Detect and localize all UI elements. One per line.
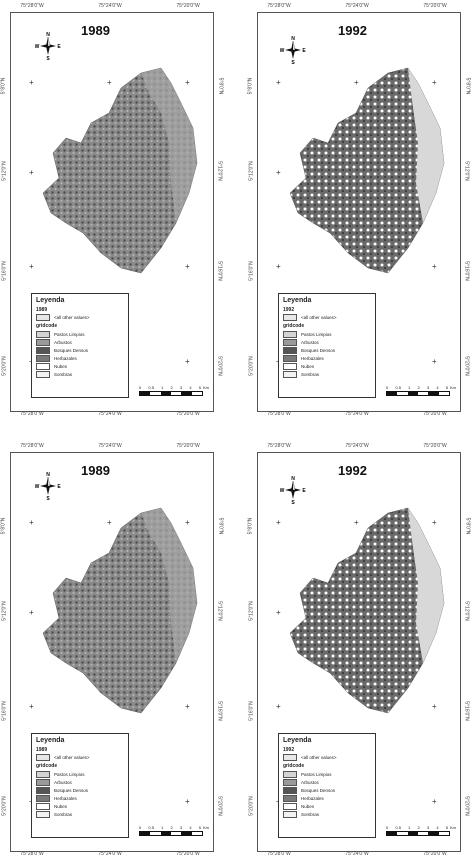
grid-cross-icon: + [107, 78, 112, 87]
bottom-coord-labels: 75°28'0"W 75°24'0"W 75°20'0"W [10, 411, 214, 421]
coord-label: 75°28'0"W [20, 411, 44, 417]
legend: Leyenda 1989 <all other values> gridcode… [31, 733, 129, 838]
grid-cross-icon: + [29, 78, 34, 87]
north-arrow-icon: N W E S [35, 32, 61, 61]
svg-text:N: N [291, 36, 295, 42]
coord-label: 75°24'0"W [98, 411, 122, 417]
north-arrow-icon: N W E S [280, 476, 306, 505]
svg-text:W: W [35, 484, 40, 490]
scale-bar: 0 0.5 1 2 3 4 5 Km [139, 385, 209, 397]
lat-label: 5°16'0"N [216, 261, 223, 281]
compass-w: W [35, 44, 40, 50]
svg-text:W: W [280, 48, 285, 54]
grid-cross-icon: + [185, 262, 190, 271]
lat-label: 5°16'0"N [1, 261, 8, 281]
legend-item: Arbustos [54, 339, 72, 345]
map-year-title: 1992 [338, 23, 367, 38]
map-panel-1989-bottom: 75°28'0"W 75°24'0"W 75°20'0"W 75°28'0"W 75°… [0, 443, 224, 857]
scale-bar: 0 0.5 1 2 3 4 5 Km [386, 385, 456, 397]
svg-text:W: W [280, 488, 285, 494]
lat-label: 5°12'0"N [216, 161, 223, 181]
lat-label: 5°20'0"N [216, 356, 223, 376]
grid-cross-icon: + [29, 262, 34, 271]
map-panel-1992-bottom: 75°28'0"W 75°24'0"W 75°20'0"W 75°28'0"W 75°… [247, 443, 471, 857]
lat-label: 5°8'0"N [0, 77, 7, 95]
legend-item: Herbazales [54, 355, 77, 361]
svg-text:S: S [291, 500, 295, 505]
map-panel-1989-top: 75°28'0"W 75°24'0"W 75°20'0"W 75°28'0"W … [0, 3, 223, 417]
scale-bar: 0 0.5 1 2 3 4 5 Km [386, 825, 456, 837]
lat-label: 5°12'0"N [1, 161, 8, 181]
compass-n: N [46, 32, 50, 38]
compass-s: S [46, 56, 50, 61]
land-cover-map [42, 67, 198, 274]
map-year-title: 1989 [81, 23, 110, 38]
lat-label: 5°20'0"N [1, 356, 8, 376]
legend-item: Sombras [54, 371, 73, 377]
svg-text:N: N [46, 472, 50, 478]
legend-subtitle: gridcode [36, 323, 58, 329]
compass-e: E [57, 44, 61, 50]
map-year-title: 1989 [81, 463, 110, 478]
scale-bar: 0 0.5 1 2 3 4 5 Km [139, 825, 209, 837]
coord-label: 75°24'0"W [98, 3, 122, 9]
land-cover-map [42, 507, 198, 714]
svg-text:N: N [291, 476, 295, 482]
north-arrow-icon: N W E S [280, 36, 306, 65]
legend-year: 1989 [36, 307, 48, 313]
legend-item: Pastos Limpios [54, 331, 85, 337]
svg-text:E: E [57, 484, 61, 490]
legend: Leyenda 1992 <all other values> gridcode… [278, 733, 376, 838]
svg-text:S: S [46, 496, 50, 501]
map-year-title: 1992 [338, 463, 367, 478]
coord-label: 75°20'0"W [176, 411, 200, 417]
grid-cross-icon: + [185, 357, 190, 366]
lat-label: 5°8'0"N [217, 77, 224, 95]
legend-item: Nubes [54, 363, 68, 369]
legend: Leyenda 1989 <all other values> gridcode… [31, 293, 129, 398]
legend: Leyenda 1992 <all other values> gridcode… [278, 293, 376, 398]
grid-cross-icon: + [185, 78, 190, 87]
map-panel-1992-top: 75°28'0"W 75°24'0"W 75°20'0"W 75°28'0"W 75°… [247, 3, 471, 417]
svg-text:S: S [291, 60, 295, 65]
coord-label: 75°20'0"W [176, 3, 200, 9]
legend-item: Bosques Densos [54, 347, 89, 353]
svg-text:E: E [302, 488, 306, 494]
legend-title: Leyenda [36, 297, 65, 304]
legend-other: <all other values> [54, 314, 90, 320]
north-arrow-icon: N W E S [35, 472, 61, 501]
land-cover-map [289, 507, 445, 714]
top-coord-labels: 75°28'0"W 75°24'0"W 75°20'0"W [10, 3, 214, 13]
svg-text:E: E [302, 48, 306, 54]
land-cover-map [289, 67, 445, 274]
grid-cross-icon: + [29, 168, 34, 177]
coord-label: 75°28'0"W [20, 3, 44, 9]
